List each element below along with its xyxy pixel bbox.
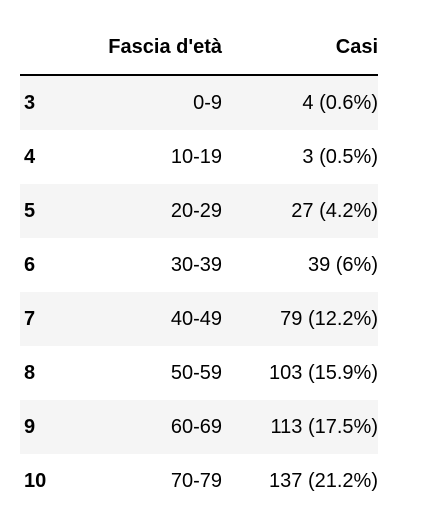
age-band-cell: 0-9 bbox=[193, 91, 222, 114]
age-band-cell: 60-69 bbox=[170, 415, 222, 438]
table-body: 3 0-9 4 (0.6%) 4 10-19 3 (0.5%) 5 20-29 … bbox=[20, 75, 378, 508]
data-table: Fascia d'età Casi 3 0-9 4 (0.6%) 4 10-19… bbox=[20, 20, 378, 508]
table-header: Fascia d'età Casi bbox=[20, 20, 378, 76]
cases-cell: 4 (0.6%) bbox=[302, 91, 378, 114]
cases-cell: 137 (21.2%) bbox=[269, 469, 378, 492]
column-header-age-band: Fascia d'età bbox=[62, 20, 222, 76]
row-index: 9 bbox=[24, 415, 36, 438]
age-band-cell: 30-39 bbox=[170, 253, 222, 276]
table-row: 9 60-69 113 (17.5%) bbox=[20, 400, 378, 454]
row-index: 7 bbox=[24, 307, 36, 330]
row-index: 5 bbox=[24, 199, 36, 222]
index-header bbox=[20, 20, 62, 76]
row-index: 8 bbox=[24, 361, 36, 384]
row-index: 10 bbox=[24, 469, 47, 492]
cases-cell: 103 (15.9%) bbox=[269, 361, 378, 384]
table-row: 6 30-39 39 (6%) bbox=[20, 238, 378, 292]
cases-cell: 3 (0.5%) bbox=[302, 145, 378, 168]
cases-cell: 27 (4.2%) bbox=[291, 199, 378, 222]
age-band-cell: 20-29 bbox=[170, 199, 222, 222]
table-row: 4 10-19 3 (0.5%) bbox=[20, 130, 378, 184]
age-band-cell: 50-59 bbox=[170, 361, 222, 384]
row-index: 3 bbox=[24, 91, 36, 114]
column-header-cases: Casi bbox=[222, 20, 378, 76]
age-band-cell: 70-79 bbox=[170, 469, 222, 492]
cases-cell: 39 (6%) bbox=[307, 253, 378, 276]
table-row: 10 70-79 137 (21.2%) bbox=[20, 454, 378, 508]
table-row: 3 0-9 4 (0.6%) bbox=[20, 75, 378, 130]
table-row: 8 50-59 103 (15.9%) bbox=[20, 346, 378, 400]
age-band-cell: 10-19 bbox=[170, 145, 222, 168]
table-row: 7 40-49 79 (12.2%) bbox=[20, 292, 378, 346]
cases-cell: 113 (17.5%) bbox=[270, 415, 378, 438]
age-band-cell: 40-49 bbox=[170, 307, 222, 330]
row-index: 6 bbox=[24, 253, 36, 276]
table-row: 5 20-29 27 (4.2%) bbox=[20, 184, 378, 238]
row-index: 4 bbox=[24, 145, 36, 168]
cases-cell: 79 (12.2%) bbox=[280, 307, 378, 330]
header-row: Fascia d'età Casi bbox=[20, 20, 378, 76]
